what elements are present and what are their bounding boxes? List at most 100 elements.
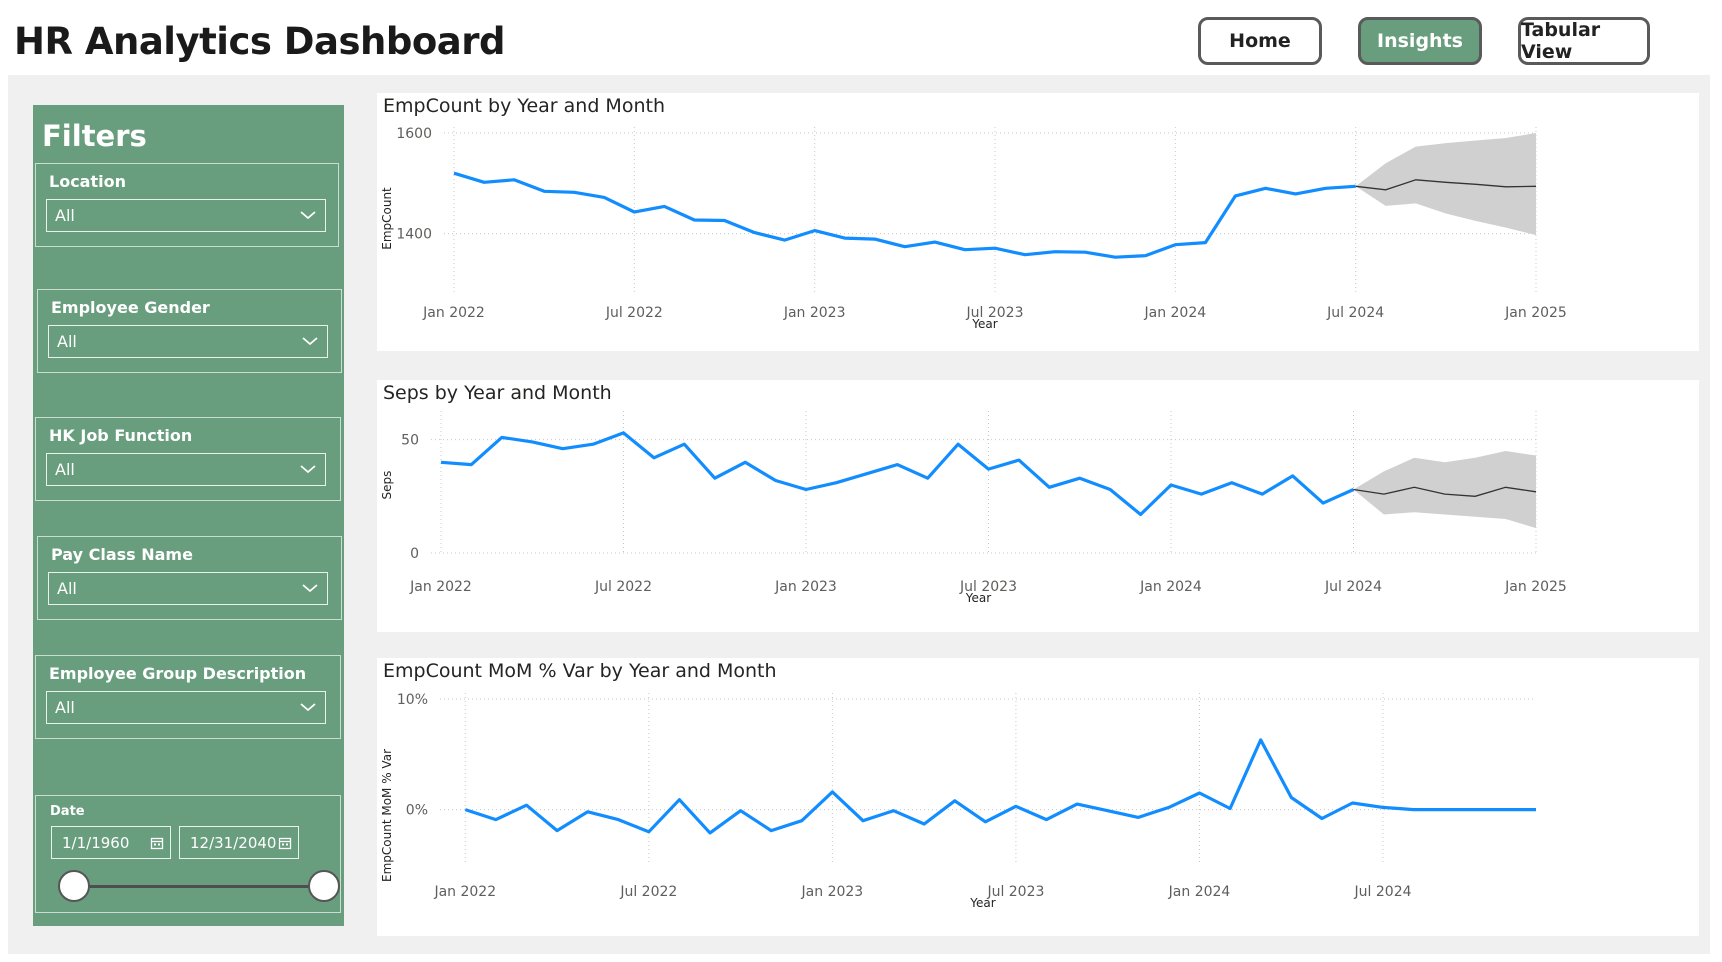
date-range-start-handle[interactable] [58, 870, 90, 902]
data-point[interactable] [832, 479, 840, 487]
data-point[interactable] [951, 797, 959, 805]
data-point[interactable] [1106, 486, 1114, 494]
start-date-input[interactable]: 1/1/1960 [51, 826, 171, 859]
data-point[interactable] [1262, 184, 1270, 192]
data-point[interactable] [620, 429, 628, 437]
data-point[interactable] [690, 216, 698, 224]
data-point[interactable] [584, 808, 592, 816]
empcount-line-chart[interactable]: Jan 2022 Jul 2022 Jan 2023 Jul 2023 Jan 2024… [377, 93, 1699, 351]
data-point[interactable] [772, 477, 780, 485]
data-point[interactable] [890, 807, 898, 815]
data-point[interactable] [751, 229, 759, 237]
data-point[interactable] [1021, 251, 1029, 259]
home-button[interactable]: Home [1198, 17, 1322, 65]
data-point[interactable] [924, 474, 932, 482]
data-point[interactable] [893, 461, 901, 469]
data-point[interactable] [1201, 239, 1209, 247]
data-point[interactable] [1141, 252, 1149, 260]
data-point[interactable] [1532, 806, 1540, 814]
data-point[interactable] [961, 246, 969, 254]
data-point[interactable] [680, 440, 688, 448]
data-point[interactable] [1350, 486, 1358, 494]
data-point[interactable] [1349, 799, 1357, 807]
mom-line-chart[interactable]: Jan 2022 Jul 2022 Jan 2023 Jul 2023 Jan 2024… [377, 658, 1699, 936]
pay-class-dropdown[interactable]: All [48, 572, 328, 605]
data-point[interactable] [859, 817, 867, 825]
data-point[interactable] [450, 169, 458, 177]
data-point[interactable] [614, 816, 622, 824]
data-point[interactable] [1196, 789, 1204, 797]
data-point[interactable] [1410, 806, 1418, 814]
data-point[interactable] [920, 820, 928, 828]
data-point[interactable] [1043, 816, 1051, 824]
data-point[interactable] [841, 234, 849, 242]
data-point[interactable] [1012, 802, 1020, 810]
data-point[interactable] [1501, 806, 1509, 814]
data-point[interactable] [660, 202, 668, 210]
data-point[interactable] [981, 818, 989, 826]
data-point[interactable] [741, 458, 749, 466]
data-point[interactable] [461, 806, 469, 814]
data-point[interactable] [1471, 806, 1479, 814]
data-point[interactable] [1319, 499, 1327, 507]
data-point[interactable] [523, 801, 531, 809]
gender-dropdown[interactable]: All [48, 325, 328, 358]
data-point[interactable] [711, 474, 719, 482]
data-point[interactable] [954, 440, 962, 448]
data-point[interactable] [991, 244, 999, 252]
data-point[interactable] [645, 828, 653, 836]
tabular-view-button[interactable]: Tabular View [1518, 17, 1650, 65]
data-point[interactable] [737, 807, 745, 815]
data-point[interactable] [1257, 736, 1265, 744]
data-point[interactable] [437, 458, 445, 466]
date-range-track[interactable] [74, 885, 324, 888]
data-point[interactable] [1322, 184, 1330, 192]
data-point[interactable] [1292, 190, 1300, 198]
data-point[interactable] [600, 193, 608, 201]
date-range-end-handle[interactable] [308, 870, 340, 902]
data-point[interactable] [1287, 794, 1295, 802]
data-point[interactable] [589, 440, 597, 448]
data-point[interactable] [1226, 805, 1234, 813]
data-point[interactable] [1076, 474, 1084, 482]
data-point[interactable] [798, 817, 806, 825]
data-point[interactable] [1231, 192, 1239, 200]
data-point[interactable] [510, 176, 518, 184]
data-point[interactable] [931, 238, 939, 246]
data-point[interactable] [528, 438, 536, 446]
data-point[interactable] [570, 188, 578, 196]
insights-button[interactable]: Insights [1358, 17, 1482, 65]
data-point[interactable] [871, 235, 879, 243]
data-point[interactable] [1111, 253, 1119, 261]
data-point[interactable] [1352, 182, 1360, 190]
data-point[interactable] [802, 486, 810, 494]
data-point[interactable] [1051, 248, 1059, 256]
data-point[interactable] [559, 445, 567, 453]
data-point[interactable] [1440, 806, 1448, 814]
data-point[interactable] [1165, 803, 1173, 811]
data-point[interactable] [1015, 456, 1023, 464]
series-line[interactable] [453, 171, 1356, 259]
data-point[interactable] [553, 827, 561, 835]
data-point[interactable] [1379, 803, 1387, 811]
data-point[interactable] [1045, 483, 1053, 491]
end-date-input[interactable]: 12/31/2040 [179, 826, 299, 859]
data-point[interactable] [1104, 807, 1112, 815]
data-point[interactable] [863, 470, 871, 478]
series-line[interactable] [440, 431, 1355, 517]
data-point[interactable] [1228, 479, 1236, 487]
series-line[interactable] [464, 738, 1536, 835]
data-point[interactable] [1137, 511, 1145, 519]
data-point[interactable] [1171, 241, 1179, 249]
data-point[interactable] [721, 217, 729, 225]
data-point[interactable] [828, 788, 836, 796]
data-point[interactable] [1167, 481, 1175, 489]
seps-line-chart[interactable]: Jan 2022 Jul 2022 Jan 2023 Jul 2023 Jan 2024… [377, 380, 1699, 632]
data-point[interactable] [781, 236, 789, 244]
data-point[interactable] [1134, 813, 1142, 821]
calendar-icon[interactable] [150, 836, 164, 850]
data-point[interactable] [985, 465, 993, 473]
calendar-icon[interactable] [278, 836, 292, 850]
data-point[interactable] [1073, 800, 1081, 808]
job-function-dropdown[interactable]: All [46, 453, 326, 486]
